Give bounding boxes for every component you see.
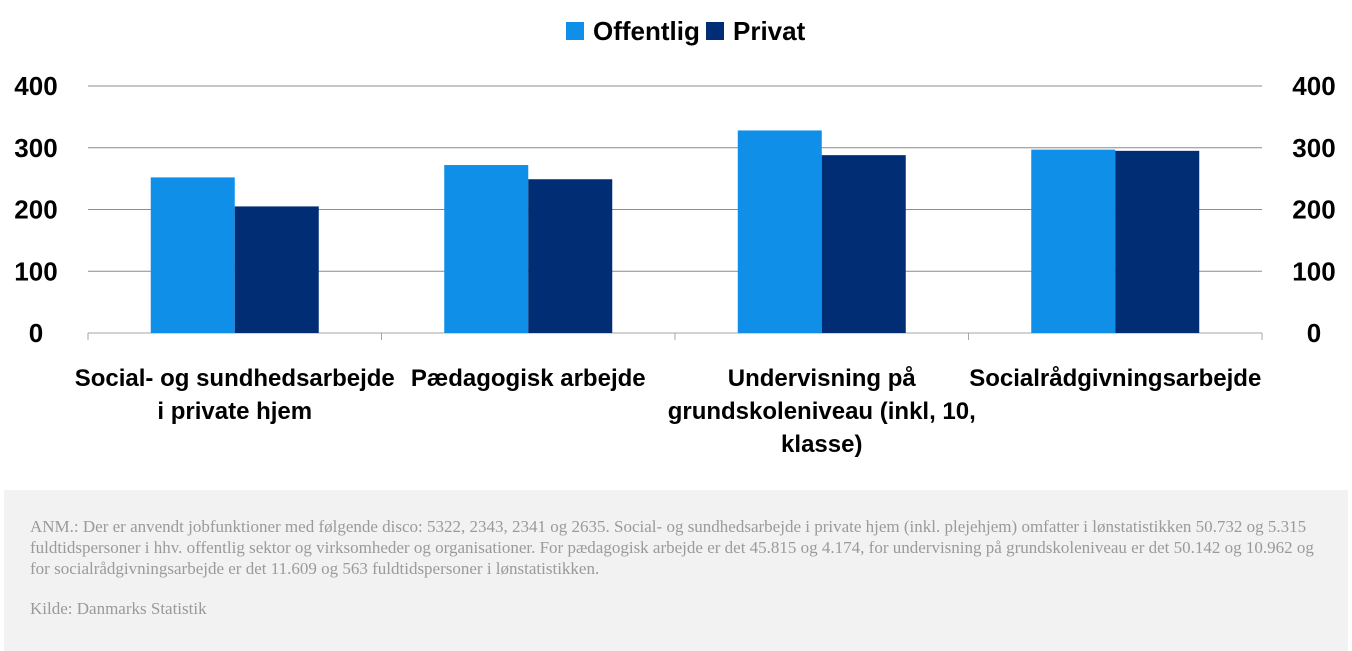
legend-label-offentlig: Offentlig [593,16,700,46]
legend-swatch-offentlig [566,22,584,40]
category-label-line: Pædagogisk arbejde [411,365,646,392]
legend-swatch-privat [706,22,724,40]
category-label-line: Social- og sundhedsarbejde [75,365,395,392]
bar-offentlig [444,165,529,333]
bar-privat [234,206,319,333]
bar-offentlig [150,177,235,333]
y-tick-label-right: 400 [1292,71,1335,101]
y-tick-label-right: 300 [1292,133,1335,163]
category-label-line: klasse) [781,431,862,458]
y-tick-label-right: 0 [1307,318,1321,348]
bar-chart: 0 0 100 100 200 200 300 300 400 400 Social- og sun… [14,16,1335,458]
bar-privat [821,155,906,333]
bar-offentlig [737,130,822,333]
bar-privat [1115,150,1200,333]
bar-offentlig [1031,149,1116,333]
category-label: Pædagogisk arbejde [411,365,646,392]
note-text: ANM.: Der er anvendt jobfunktioner med f… [30,517,1314,578]
category-label-line: grundskoleniveau (inkl, 10, [668,398,976,425]
y-tick-label: 0 [29,318,43,348]
category-label-line: i private hjem [157,398,312,425]
legend-label-privat: Privat [733,16,806,46]
category-label: Social- og sundhedsarbejde i private hjem [75,365,395,425]
y-tick-label-right: 200 [1292,195,1335,225]
y-tick-label: 300 [14,133,57,163]
category-label-line: Undervisning på [728,365,917,392]
y-tick-label-right: 100 [1292,256,1335,286]
bar-privat [528,179,613,333]
note-box: ANM.: Der er anvendt jobfunktioner med f… [4,490,1348,651]
y-tick-label: 200 [14,195,57,225]
category-label: Socialrådgivningsarbejde [969,365,1261,392]
category-label-line: Socialrådgivningsarbejde [969,365,1261,392]
source-text: Kilde: Danmarks Statistik [30,599,207,618]
category-label: Undervisning på grundskoleniveau (inkl, 1… [668,365,976,458]
y-tick-label: 400 [14,71,57,101]
y-tick-label: 100 [14,256,57,286]
